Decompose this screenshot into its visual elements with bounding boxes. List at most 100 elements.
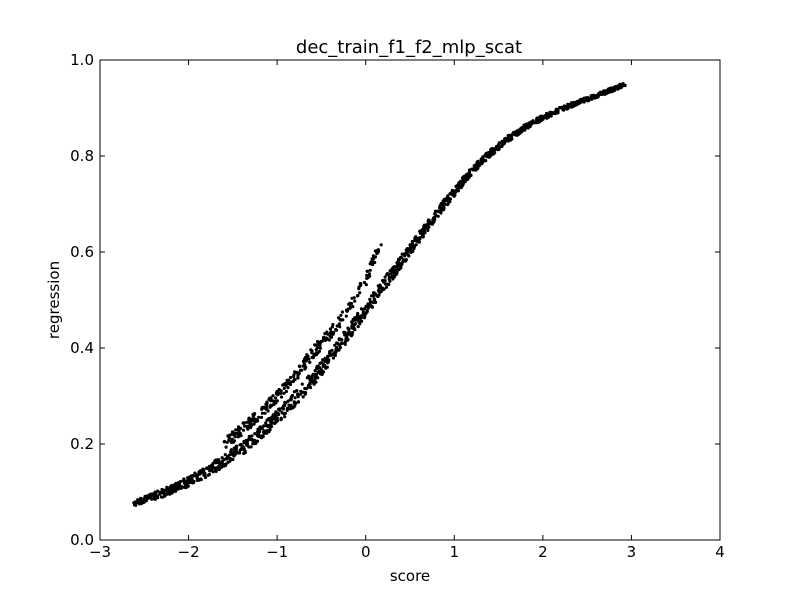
data-point-upper-branch bbox=[369, 260, 373, 264]
data-point-upper-branch bbox=[259, 415, 264, 419]
data-point bbox=[571, 101, 575, 105]
data-point bbox=[345, 338, 350, 342]
data-point bbox=[359, 307, 364, 311]
data-point-upper-branch bbox=[311, 356, 315, 360]
data-point bbox=[274, 410, 278, 414]
x-tick-label: −3 bbox=[89, 543, 111, 561]
data-point bbox=[410, 239, 414, 244]
data-point bbox=[455, 188, 459, 192]
data-point bbox=[316, 376, 320, 380]
data-point-upper-branch bbox=[268, 397, 272, 401]
data-point bbox=[201, 470, 205, 474]
data-point bbox=[156, 489, 160, 493]
data-point-upper-branch bbox=[318, 346, 322, 350]
data-point bbox=[213, 466, 217, 470]
data-point bbox=[372, 291, 376, 295]
data-point bbox=[318, 361, 322, 365]
data-point bbox=[516, 132, 520, 136]
data-point bbox=[546, 115, 550, 119]
x-tick-label: −1 bbox=[266, 543, 288, 561]
data-point bbox=[484, 159, 488, 163]
data-point bbox=[232, 454, 236, 458]
data-point bbox=[566, 102, 570, 106]
data-point bbox=[194, 474, 198, 478]
data-point-upper-branch bbox=[317, 349, 322, 353]
data-point bbox=[210, 466, 214, 470]
data-point bbox=[384, 285, 389, 289]
data-point bbox=[217, 461, 221, 465]
data-point bbox=[270, 418, 274, 422]
data-point-upper-branch bbox=[305, 356, 309, 360]
data-point bbox=[135, 500, 139, 504]
data-point-upper-branch bbox=[373, 255, 378, 259]
data-point bbox=[299, 389, 303, 393]
data-point bbox=[426, 228, 430, 232]
data-point bbox=[223, 457, 227, 461]
data-point bbox=[613, 85, 617, 89]
y-tick-label: 1.0 bbox=[70, 51, 94, 69]
data-point-upper-branch bbox=[230, 430, 235, 434]
data-point bbox=[397, 258, 401, 262]
data-point bbox=[272, 415, 276, 419]
data-point-upper-branch bbox=[308, 360, 312, 364]
data-point bbox=[330, 348, 334, 352]
x-tick-label: −2 bbox=[178, 543, 200, 561]
y-tick-label: 0.2 bbox=[70, 435, 94, 453]
data-point-upper-branch bbox=[365, 273, 369, 277]
data-point bbox=[436, 210, 440, 214]
data-point-upper-branch bbox=[236, 425, 241, 429]
data-point-upper-branch bbox=[260, 405, 264, 410]
data-point-upper-branch bbox=[236, 431, 240, 435]
data-point bbox=[301, 395, 305, 399]
data-point-upper-branch bbox=[292, 373, 296, 377]
data-point-upper-branch bbox=[246, 424, 250, 428]
data-point bbox=[363, 307, 367, 311]
data-point bbox=[456, 183, 460, 187]
data-point bbox=[474, 163, 478, 167]
data-point bbox=[296, 392, 300, 396]
data-point bbox=[494, 144, 499, 149]
data-point bbox=[150, 493, 154, 497]
x-tick-label: 3 bbox=[627, 543, 637, 561]
data-point bbox=[197, 470, 201, 474]
data-point bbox=[320, 372, 324, 377]
data-point-upper-branch bbox=[272, 402, 276, 407]
y-tick-label: 0.4 bbox=[70, 339, 94, 357]
data-point bbox=[182, 480, 186, 484]
data-point bbox=[433, 209, 438, 213]
data-point bbox=[211, 470, 215, 474]
data-point bbox=[355, 314, 359, 318]
data-point bbox=[293, 396, 297, 400]
data-point-upper-branch bbox=[314, 348, 318, 352]
data-point bbox=[578, 98, 582, 102]
data-point bbox=[214, 461, 218, 465]
data-point bbox=[258, 425, 262, 429]
data-point bbox=[448, 200, 452, 204]
data-point-upper-branch bbox=[241, 428, 246, 432]
data-point bbox=[489, 147, 493, 152]
data-point bbox=[315, 364, 319, 368]
data-point bbox=[299, 392, 303, 396]
data-point-upper-branch bbox=[264, 406, 268, 410]
data-point bbox=[470, 167, 474, 171]
data-point bbox=[420, 228, 424, 232]
data-point-upper-branch bbox=[329, 331, 333, 335]
data-point bbox=[190, 474, 194, 478]
chart-title: dec_train_f1_f2_mlp_scat bbox=[296, 37, 522, 58]
y-tick-label: 0.0 bbox=[70, 531, 94, 549]
data-point bbox=[577, 101, 581, 106]
data-point bbox=[561, 107, 565, 112]
data-point bbox=[271, 413, 275, 417]
data-point bbox=[474, 165, 478, 169]
data-point bbox=[262, 424, 266, 428]
data-point bbox=[511, 131, 515, 136]
data-point bbox=[248, 435, 252, 439]
data-point bbox=[373, 298, 377, 302]
data-point-upper-branch bbox=[246, 427, 250, 431]
data-point bbox=[447, 197, 451, 201]
data-point bbox=[197, 478, 201, 482]
data-point-upper-branch bbox=[260, 411, 264, 415]
data-point bbox=[186, 483, 190, 488]
data-point bbox=[370, 304, 374, 308]
data-point-upper-branch bbox=[353, 299, 357, 303]
